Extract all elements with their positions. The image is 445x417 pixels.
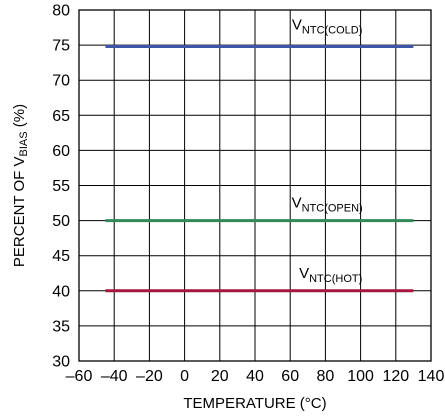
y-axis-title-subscript: BIAS — [18, 131, 30, 156]
y-axis-title: PERCENT OF VBIAS (%) — [11, 104, 30, 267]
y-tick-label: 75 — [52, 38, 70, 55]
y-tick-labels: 30 35 40 45 50 55 60 65 70 75 80 — [52, 3, 70, 371]
y-axis-title-prefix: PERCENT OF V — [11, 157, 28, 268]
x-tick-label: –20 — [136, 368, 163, 385]
y-tick-label: 30 — [52, 354, 70, 371]
series-layer — [105, 45, 414, 293]
series-label-vntc-cold: VNTC(COLD) — [292, 17, 363, 37]
y-tick-label: 80 — [52, 3, 70, 20]
x-tick-label: –60 — [66, 368, 93, 385]
x-tick-label: 40 — [246, 368, 264, 385]
x-tick-label: 100 — [347, 368, 374, 385]
y-tick-label: 45 — [52, 248, 70, 265]
x-tick-label: 80 — [317, 368, 335, 385]
x-tick-label: 60 — [281, 368, 299, 385]
series-label-vntc-hot: VNTC(HOT) — [299, 265, 362, 285]
plot-frame — [78, 9, 432, 362]
y-tick-label: 35 — [52, 318, 70, 335]
x-tick-label: –40 — [101, 368, 128, 385]
y-tick-label: 50 — [52, 213, 70, 230]
y-tick-label: 70 — [52, 73, 70, 90]
x-tick-label: 120 — [382, 368, 409, 385]
grid — [79, 10, 431, 361]
series-labels: VNTC(COLD) VNTC(OPEN) VNTC(HOT) — [292, 17, 363, 286]
x-tick-labels: –60 –40 –20 0 20 40 60 80 100 120 140 — [66, 368, 445, 385]
y-tick-label: 55 — [52, 178, 70, 195]
y-tick-label: 65 — [52, 108, 70, 125]
series-label-vntc-open: VNTC(OPEN) — [292, 194, 363, 214]
x-axis-title: TEMPERATURE (°C) — [183, 395, 326, 412]
y-axis-title-suffix: (%) — [11, 104, 28, 132]
y-tick-label: 60 — [52, 143, 70, 160]
x-tick-label: 20 — [211, 368, 229, 385]
y-tick-label: 40 — [52, 283, 70, 300]
x-tick-label: 140 — [418, 368, 445, 385]
x-tick-label: 0 — [180, 368, 189, 385]
